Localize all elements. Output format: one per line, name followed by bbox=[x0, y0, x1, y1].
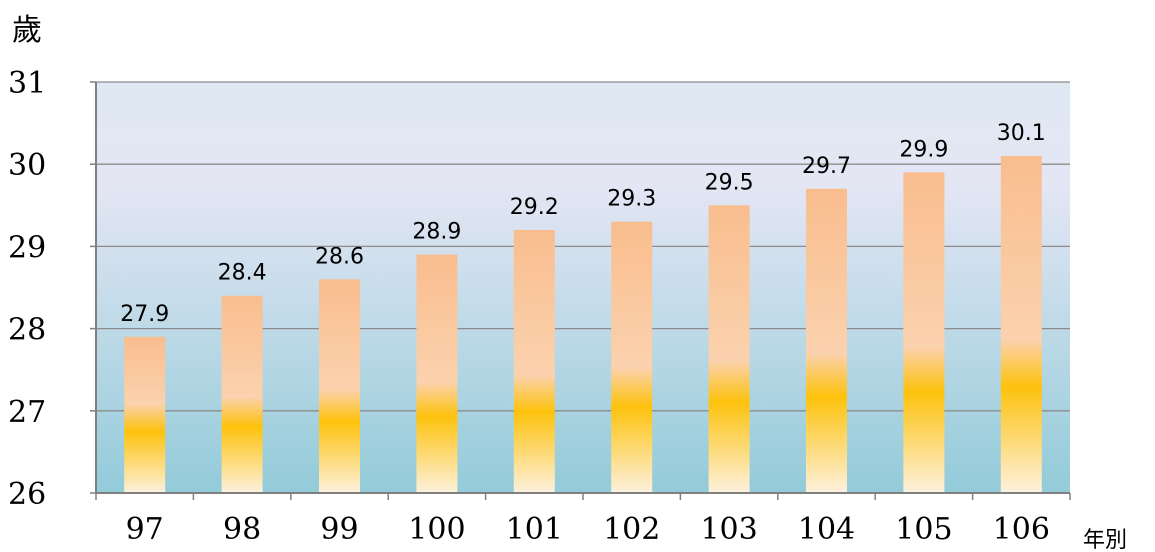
x-tick-106: 106 bbox=[993, 512, 1050, 547]
x-tick-102: 102 bbox=[603, 512, 660, 547]
y-tick-27: 27 bbox=[8, 395, 46, 430]
data-label-99: 28.6 bbox=[315, 244, 364, 269]
x-tick-100: 100 bbox=[408, 512, 465, 547]
x-tick-105: 105 bbox=[895, 512, 952, 547]
x-tick-103: 103 bbox=[700, 512, 757, 547]
bar-103 bbox=[708, 205, 750, 494]
x-tick-labels: 97 98 99 100 101 102 103 104 105 106 bbox=[126, 512, 1050, 547]
y-axis-title: 歲 bbox=[12, 13, 42, 48]
data-label-106: 30.1 bbox=[997, 121, 1046, 146]
data-label-103: 29.5 bbox=[705, 170, 754, 195]
x-tick-101: 101 bbox=[506, 512, 563, 547]
bar-105 bbox=[903, 172, 945, 494]
bar-104 bbox=[806, 188, 847, 494]
bar-102 bbox=[611, 221, 653, 494]
data-label-101: 29.2 bbox=[510, 195, 559, 220]
bar-98 bbox=[221, 295, 263, 493]
y-tick-30: 30 bbox=[8, 148, 46, 183]
x-tick-99: 99 bbox=[320, 512, 358, 547]
data-labels: 27.9 28.4 28.6 28.9 29.2 29.3 29.5 29.7 29.9 30.1 bbox=[120, 121, 1046, 327]
x-tick-97: 97 bbox=[126, 512, 164, 547]
y-tick-28: 28 bbox=[8, 313, 46, 348]
y-tick-29: 29 bbox=[8, 230, 46, 265]
bar-97 bbox=[124, 336, 166, 493]
data-label-102: 29.3 bbox=[607, 187, 656, 212]
x-tick-104: 104 bbox=[798, 512, 855, 547]
data-label-104: 29.7 bbox=[802, 154, 851, 179]
bar-106 bbox=[1000, 155, 1042, 494]
bar-100 bbox=[416, 254, 458, 493]
bar-101 bbox=[513, 229, 555, 493]
y-tick-26: 26 bbox=[8, 477, 46, 512]
bar-99 bbox=[319, 279, 360, 493]
y-tick-31: 31 bbox=[8, 66, 46, 101]
x-axis-title: 年別 bbox=[1083, 528, 1127, 552]
data-label-98: 28.4 bbox=[218, 261, 267, 286]
x-tick-98: 98 bbox=[223, 512, 261, 547]
data-label-100: 28.9 bbox=[412, 220, 461, 245]
axes bbox=[90, 81, 1071, 500]
data-label-105: 29.9 bbox=[899, 137, 948, 162]
bars bbox=[124, 155, 1042, 494]
data-label-97: 27.9 bbox=[120, 302, 169, 327]
y-tick-labels: 26 27 28 29 30 31 bbox=[8, 66, 46, 512]
